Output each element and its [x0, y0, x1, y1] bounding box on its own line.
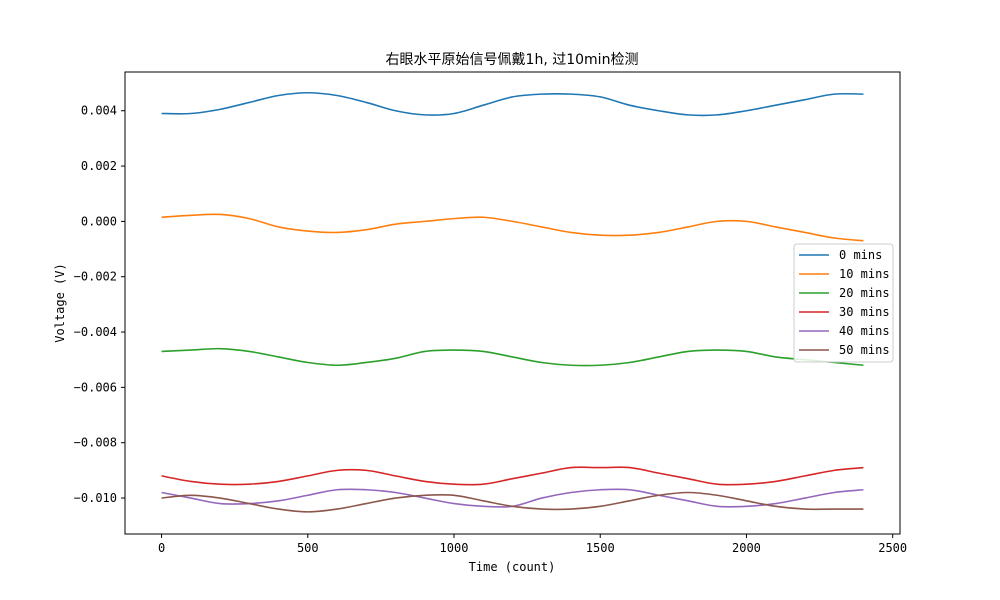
y-tick-label: −0.002: [74, 270, 117, 284]
y-tick-label: 0.002: [81, 159, 117, 173]
series-line-3: [161, 466, 864, 486]
x-tick-label: 500: [297, 541, 319, 555]
legend-label: 0 mins: [839, 248, 882, 262]
x-axis-label: Time (count): [469, 560, 556, 574]
x-axis: 0 500 1000 1500 2000 2500: [158, 534, 907, 555]
y-axis: 0.004 0.002 0.000 −0.002 −0.004 −0.006 −0.008 −…: [74, 104, 125, 505]
plot-area: [124, 71, 901, 535]
y-tick-label: −0.008: [74, 436, 117, 450]
y-tick-label: 0.000: [81, 214, 117, 228]
x-tick-label: 1000: [440, 541, 469, 555]
x-tick-label: 1500: [586, 541, 615, 555]
x-tick-label: 2000: [732, 541, 761, 555]
legend-label: 30 mins: [839, 305, 890, 319]
legend-label: 40 mins: [839, 324, 890, 338]
series-line-1: [161, 213, 864, 242]
x-tick-label: 0: [158, 541, 165, 555]
legend: 0 mins 10 mins 20 mins 30 mins 40 mins 50 min…: [793, 243, 894, 363]
y-tick-label: −0.006: [74, 380, 117, 394]
series-line-2: [161, 347, 864, 367]
legend-label: 50 mins: [839, 343, 890, 357]
series-lines: [161, 91, 864, 513]
y-axis-label: Voltage (V): [53, 263, 67, 342]
chart-title: 右眼水平原始信号佩戴1h, 过10min检测: [386, 52, 639, 68]
legend-label: 20 mins: [839, 286, 890, 300]
legend-label: 10 mins: [839, 267, 890, 281]
y-tick-label: −0.004: [74, 325, 117, 339]
series-line-0: [161, 91, 864, 117]
series-line-5: [161, 491, 864, 513]
y-tick-label: 0.004: [81, 104, 117, 118]
y-tick-label: −0.010: [74, 491, 117, 505]
x-tick-label: 2500: [878, 541, 907, 555]
